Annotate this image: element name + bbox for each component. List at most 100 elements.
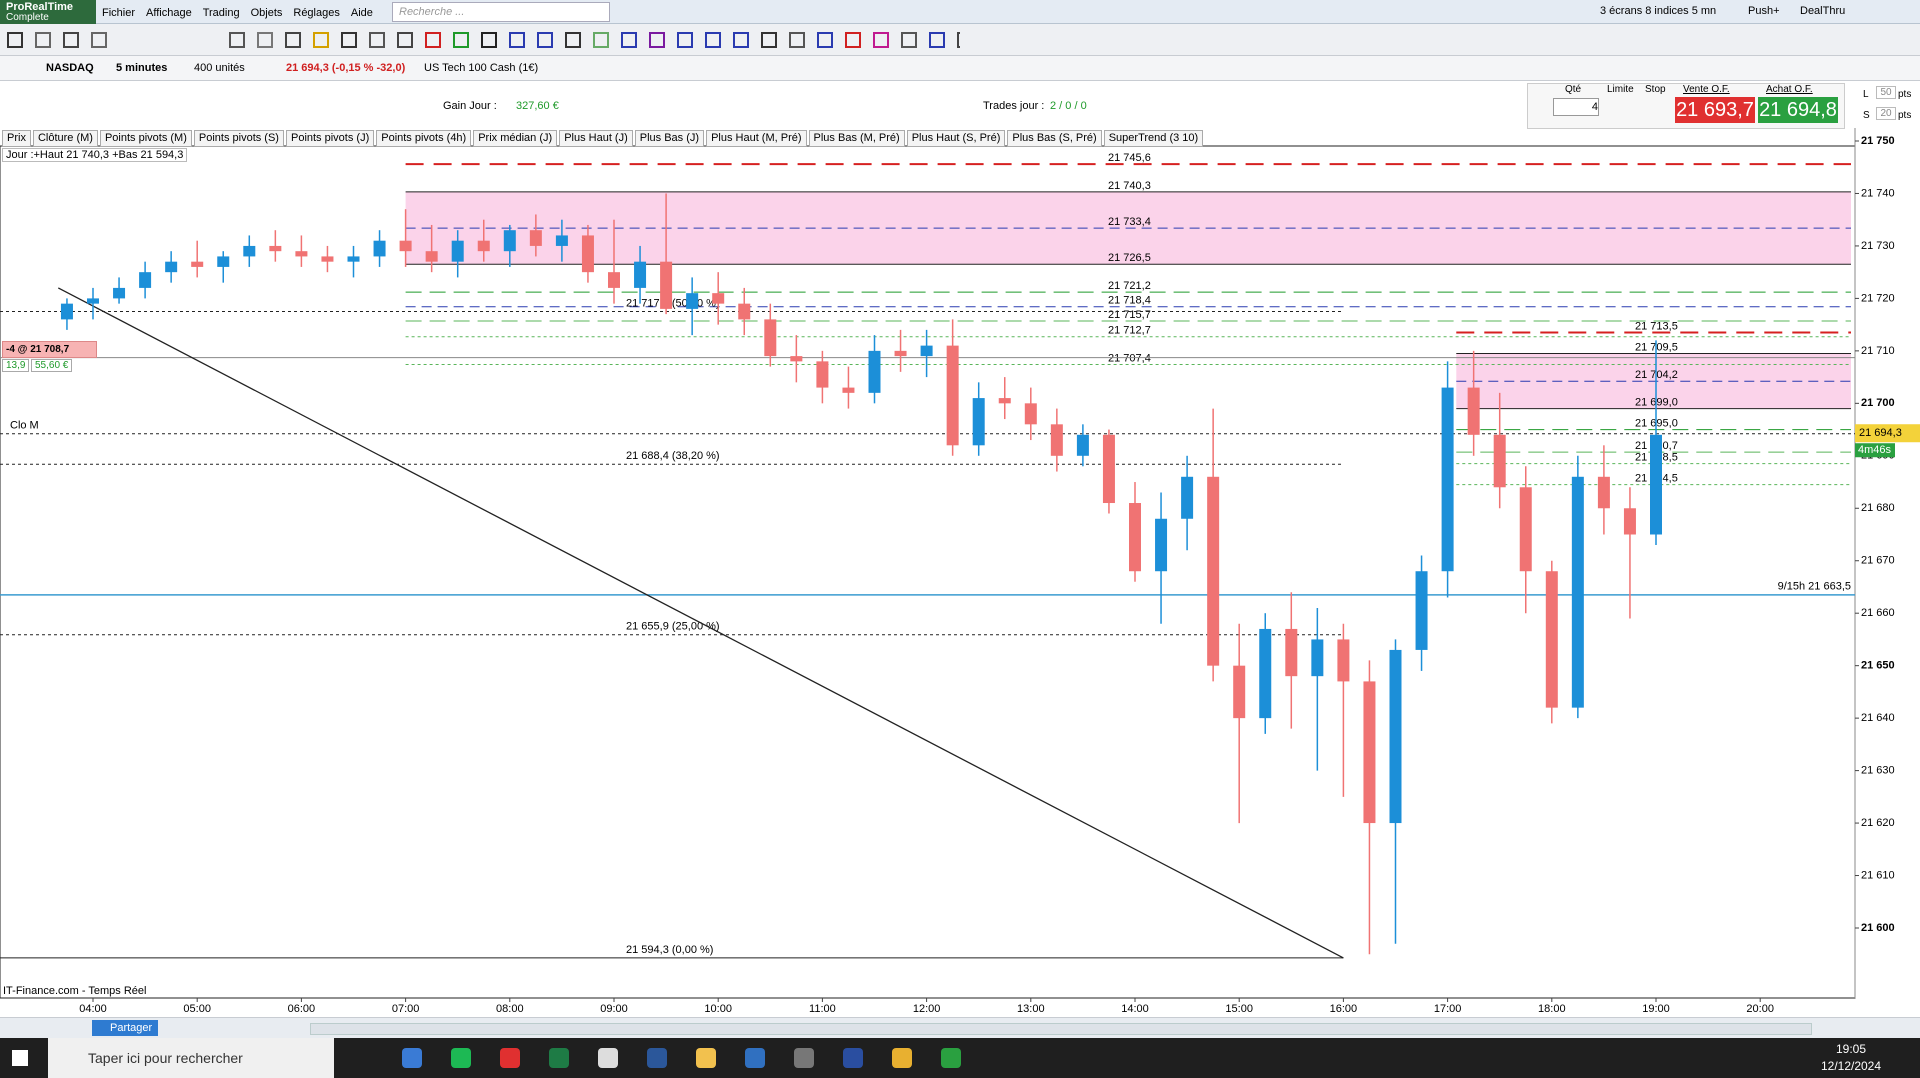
tool-icon[interactable] xyxy=(229,32,245,48)
indicator-tab[interactable]: Plus Bas (S, Pré) xyxy=(1007,130,1102,147)
s-label: S xyxy=(1863,110,1870,121)
indicator-tab[interactable]: Points pivots (J) xyxy=(285,130,375,147)
tool-icon[interactable] xyxy=(817,32,833,48)
tool-icon[interactable] xyxy=(453,32,469,48)
qty-input[interactable]: 4 xyxy=(1553,98,1599,116)
symbol[interactable]: NASDAQ xyxy=(46,62,94,74)
y-tick-label: 21 720 xyxy=(1861,292,1895,304)
l-pts[interactable]: 50 xyxy=(1876,86,1896,99)
scrollbar[interactable] xyxy=(310,1023,1812,1035)
candle-body xyxy=(1076,434,1089,456)
start-button[interactable] xyxy=(12,1050,28,1066)
indicator-tab[interactable]: Clôture (M) xyxy=(32,130,98,147)
app-icon[interactable] xyxy=(402,1048,422,1068)
tool-icon[interactable] xyxy=(957,32,973,48)
tool-icon[interactable] xyxy=(733,32,749,48)
tool-icon[interactable] xyxy=(873,32,889,48)
menu-items: Fichier Affichage Trading Objets Réglages Aid… xyxy=(102,5,384,19)
indicator-tab[interactable]: Plus Haut (S, Pré) xyxy=(906,130,1006,147)
indicator-tab[interactable]: Points pivots (M) xyxy=(99,130,192,147)
indicator-tab[interactable]: Plus Bas (J) xyxy=(634,130,705,147)
x-tick-label: 07:00 xyxy=(392,1003,420,1015)
candle-body xyxy=(920,345,933,357)
tool-icon[interactable] xyxy=(91,32,107,48)
menu-item[interactable]: Trading xyxy=(202,7,240,19)
tool-icon[interactable] xyxy=(537,32,553,48)
candle-body xyxy=(1050,424,1063,456)
x-tick-label: 15:00 xyxy=(1225,1003,1253,1015)
tool-icon[interactable] xyxy=(425,32,441,48)
tool-icon[interactable] xyxy=(257,32,273,48)
stop-label[interactable]: Stop xyxy=(1645,84,1666,95)
app-icon[interactable] xyxy=(696,1048,716,1068)
level-label: 21 712,7 xyxy=(1108,325,1151,337)
indicator-tab[interactable]: Points pivots (S) xyxy=(193,130,284,147)
tool-icon[interactable] xyxy=(341,32,357,48)
app-icon[interactable] xyxy=(451,1048,471,1068)
menu-item[interactable]: Affichage xyxy=(146,7,192,19)
tool-icon[interactable] xyxy=(369,32,385,48)
x-tick-label: 10:00 xyxy=(704,1003,732,1015)
menu-item[interactable]: Fichier xyxy=(102,7,136,19)
candle-body xyxy=(1571,476,1584,708)
tool-icon[interactable] xyxy=(901,32,917,48)
x-tick-label: 06:00 xyxy=(288,1003,316,1015)
indicator-tab[interactable]: Plus Haut (J) xyxy=(559,130,633,147)
app-icon[interactable] xyxy=(843,1048,863,1068)
app-icon[interactable] xyxy=(500,1048,520,1068)
units[interactable]: 400 unités xyxy=(194,62,245,74)
tool-icon[interactable] xyxy=(481,32,497,48)
position-tag[interactable]: -4 @ 21 708,7 xyxy=(2,341,97,358)
app-icon[interactable] xyxy=(794,1048,814,1068)
app-icon[interactable] xyxy=(892,1048,912,1068)
taskbar-search[interactable]: Taper ici pour rechercher xyxy=(48,1038,334,1078)
search-box[interactable]: Recherche ... xyxy=(392,2,610,22)
tool-icon[interactable] xyxy=(929,32,945,48)
indicator-tab[interactable]: Prix xyxy=(2,130,31,147)
tool-icon[interactable] xyxy=(593,32,609,48)
tool-icon[interactable] xyxy=(761,32,777,48)
tool-icon[interactable] xyxy=(35,32,51,48)
push-button[interactable]: Push+ xyxy=(1748,5,1780,17)
menu-item[interactable]: Aide xyxy=(350,7,373,19)
menu-item[interactable]: Réglages xyxy=(293,7,340,19)
candle-body xyxy=(1129,503,1141,572)
tool-icon[interactable] xyxy=(621,32,637,48)
s-pts[interactable]: 20 xyxy=(1876,107,1896,120)
share-button[interactable]: Partager xyxy=(92,1020,159,1036)
indicator-tabs: Prix Clôture (M) Points pivots (M) Points p… xyxy=(2,130,1205,147)
tool-icon[interactable] xyxy=(677,32,693,48)
tool-icon[interactable] xyxy=(509,32,525,48)
layout-name[interactable]: 3 écrans 8 indices 5 mn xyxy=(1600,5,1717,17)
indicator-tab[interactable]: Points pivots (4h) xyxy=(376,130,472,147)
tool-icon[interactable] xyxy=(649,32,665,48)
tool-icon[interactable] xyxy=(313,32,329,48)
app-icon[interactable] xyxy=(647,1048,667,1068)
tool-icon[interactable] xyxy=(705,32,721,48)
tool-icon[interactable] xyxy=(565,32,581,48)
indicator-tab[interactable]: Plus Haut (M, Pré) xyxy=(706,130,807,147)
app-icon[interactable] xyxy=(598,1048,618,1068)
app-icon[interactable] xyxy=(941,1048,961,1068)
app-icon[interactable] xyxy=(745,1048,765,1068)
tool-icon[interactable] xyxy=(7,32,23,48)
tool-icon[interactable] xyxy=(789,32,805,48)
app-icon[interactable] xyxy=(549,1048,569,1068)
x-tick-label: 14:00 xyxy=(1121,1003,1149,1015)
indicator-tab[interactable]: Plus Bas (M, Pré) xyxy=(808,130,905,147)
timer-tag xyxy=(1855,443,1895,458)
buy-button[interactable]: 21 694,8 xyxy=(1758,97,1838,123)
sell-button[interactable]: 21 693,7 xyxy=(1675,97,1755,123)
indicator-tab[interactable]: Prix médian (J) xyxy=(473,130,558,147)
tool-icon[interactable] xyxy=(397,32,413,48)
dealthru-button[interactable]: DealThru xyxy=(1800,5,1846,17)
limit-label[interactable]: Limite xyxy=(1607,84,1634,95)
tool-icon[interactable] xyxy=(285,32,301,48)
menu-item[interactable]: Objets xyxy=(250,7,283,19)
indicator-tab[interactable]: SuperTrend (3 10) xyxy=(1103,130,1204,147)
tool-icon[interactable] xyxy=(845,32,861,48)
period[interactable]: 5 minutes xyxy=(116,62,168,74)
tool-icon[interactable] xyxy=(63,32,79,48)
toolbar-icons xyxy=(7,32,1001,48)
